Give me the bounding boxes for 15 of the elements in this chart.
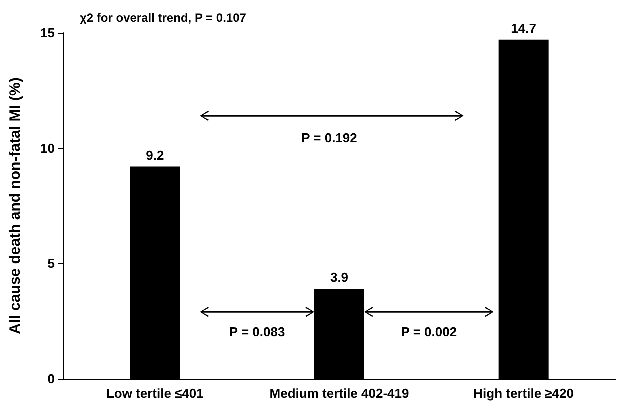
y-tick-label: 10 [40, 140, 55, 156]
text: χ2 for overall trend, P = 0.107 [80, 11, 247, 26]
y-tick-label: 5 [48, 256, 55, 272]
data-label: 9.2 [146, 148, 164, 163]
annotation: P = 0.083 [229, 324, 286, 340]
annotation: P = 0.002 [401, 324, 458, 340]
x-tick-label: Medium tertile 402-419 [270, 386, 410, 401]
y-tick-label: 0 [48, 372, 55, 386]
y-tick-label: 15 [40, 26, 55, 40]
data-label: 14.7 [511, 20, 536, 36]
annotation: P = 0.192 [302, 130, 358, 146]
x-tick-label: High tertile ≥420 [474, 386, 574, 401]
data-label: 3.9 [330, 270, 349, 286]
x-tick-label: Low tertile ≤401 [106, 386, 204, 401]
y-axis-title: All cause death and non-fatal MI (%) [7, 78, 24, 334]
